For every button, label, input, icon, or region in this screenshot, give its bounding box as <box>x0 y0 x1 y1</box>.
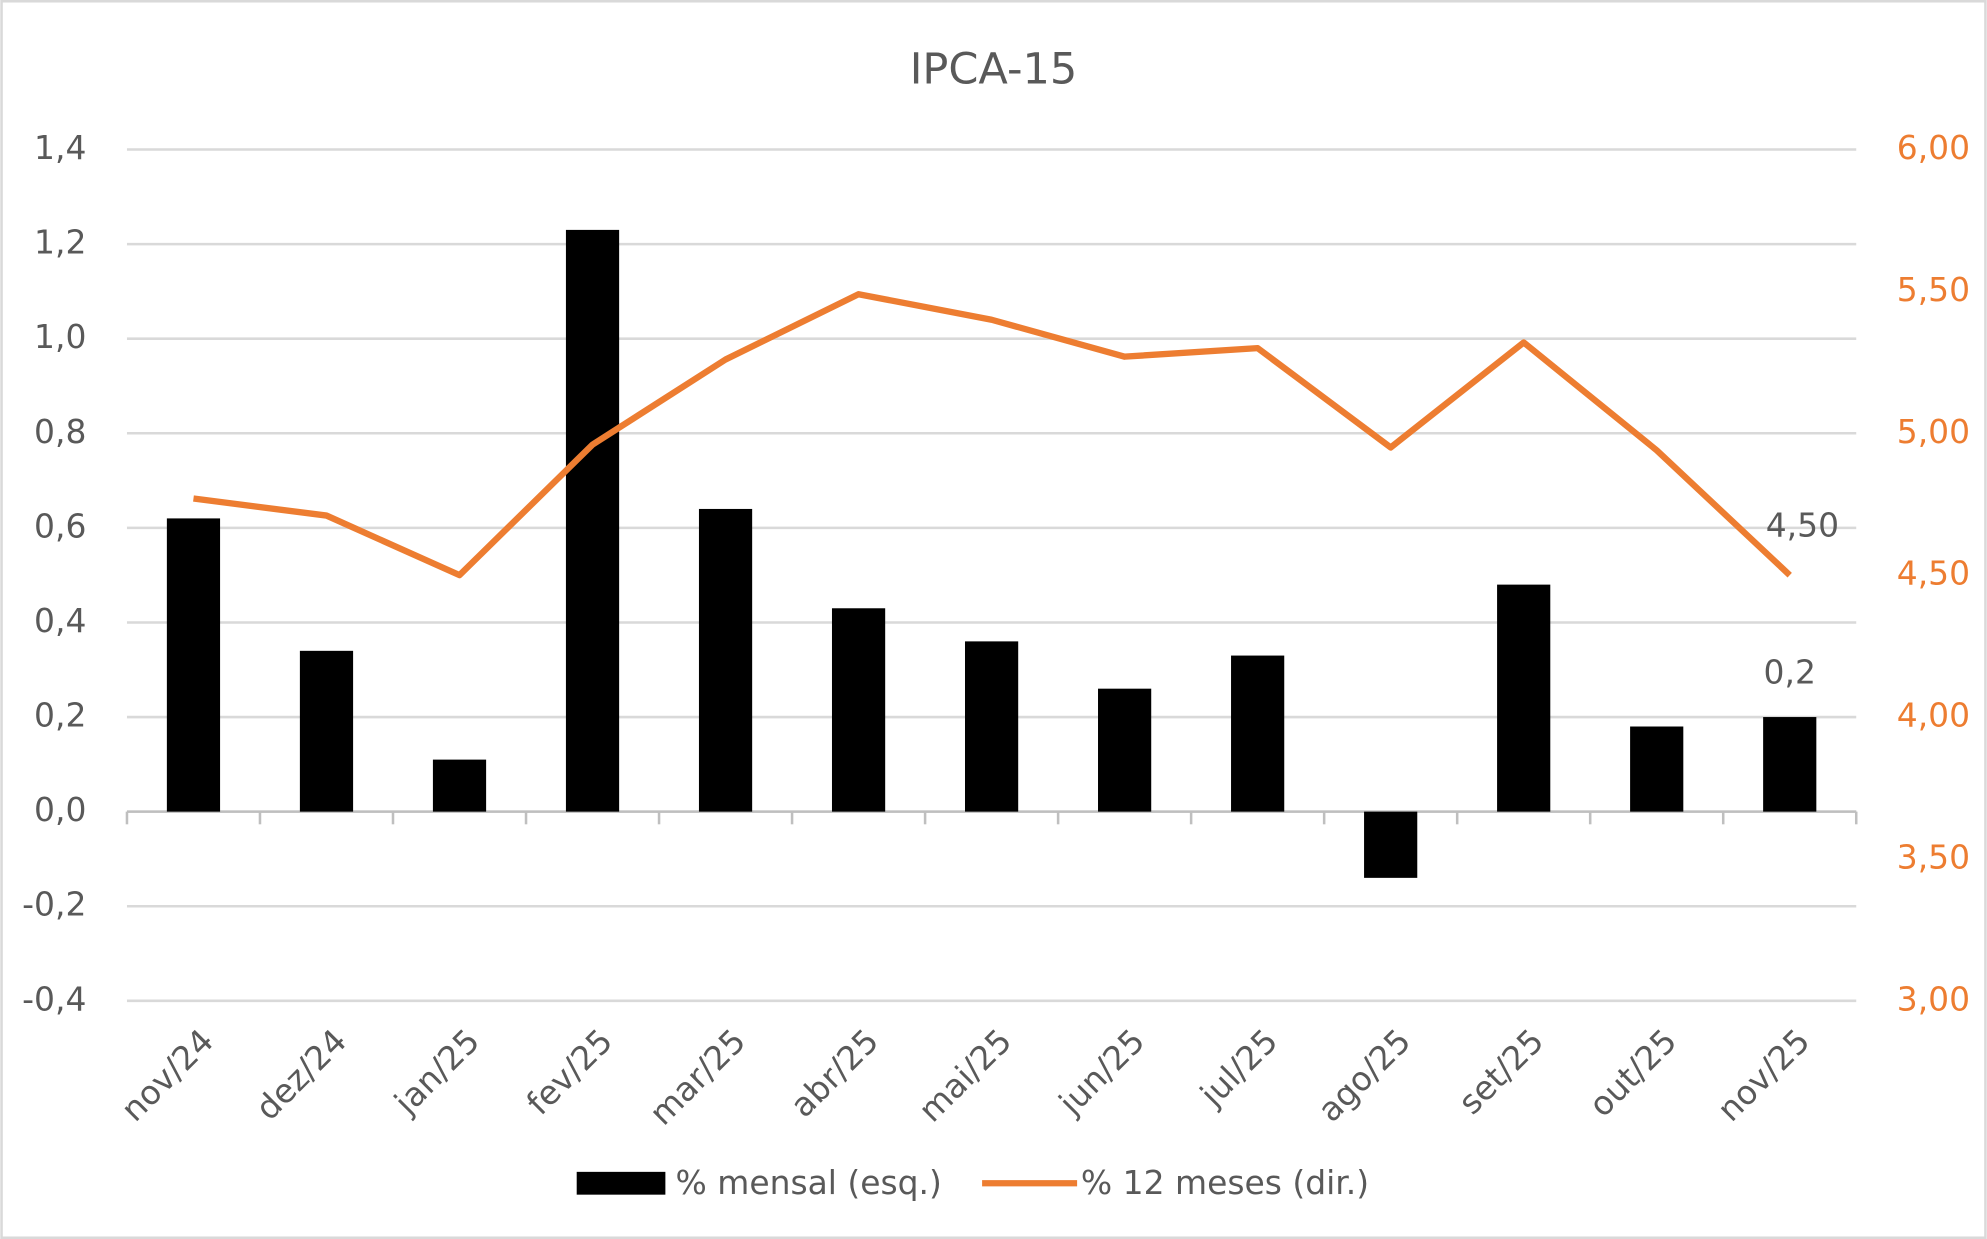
chart-title: IPCA-15 <box>910 45 1078 95</box>
data-label: 0,2 <box>1764 652 1816 691</box>
y2-tick-label: 3,00 <box>1897 979 1970 1018</box>
bar <box>1098 688 1152 812</box>
legend-label: % mensal (esq.) <box>676 1163 942 1202</box>
bar <box>831 608 886 812</box>
y-tick-label: 0,4 <box>34 601 86 640</box>
y-tick-label: 1,4 <box>34 128 86 167</box>
bar <box>166 518 221 812</box>
bar <box>1364 811 1418 878</box>
y-tick-label: -0,2 <box>22 885 86 924</box>
y-tick-label: 0,6 <box>34 506 86 545</box>
bar <box>1231 655 1285 812</box>
y-tick-label: -0,4 <box>22 979 86 1018</box>
bar <box>698 508 753 812</box>
y-tick-label: 1,2 <box>34 223 86 262</box>
line-series <box>193 291 1792 579</box>
bar <box>964 641 1019 812</box>
y2-tick-label: 6,00 <box>1897 128 1970 167</box>
bar <box>299 650 354 812</box>
y-tick-label: 0,2 <box>34 696 86 735</box>
bar <box>1763 717 1817 812</box>
y-tick-label: 1,0 <box>34 317 86 356</box>
y-tick-label: 0,8 <box>34 412 86 451</box>
bar <box>565 229 620 812</box>
y2-tick-label: 5,00 <box>1897 412 1970 451</box>
y2-tick-label: 3,50 <box>1897 837 1970 876</box>
y2-tick-label: 5,50 <box>1897 270 1970 309</box>
y2-tick-label: 4,00 <box>1897 696 1970 735</box>
bar <box>1630 726 1684 812</box>
y2-tick-label: 4,50 <box>1897 554 1970 593</box>
data-label: 4,50 <box>1766 506 1839 545</box>
bar <box>1497 584 1551 812</box>
legend-label: % 12 meses (dir.) <box>1081 1163 1369 1202</box>
legend-swatch <box>576 1171 666 1195</box>
y-tick-label: 0,0 <box>34 790 86 829</box>
bar <box>432 759 487 812</box>
